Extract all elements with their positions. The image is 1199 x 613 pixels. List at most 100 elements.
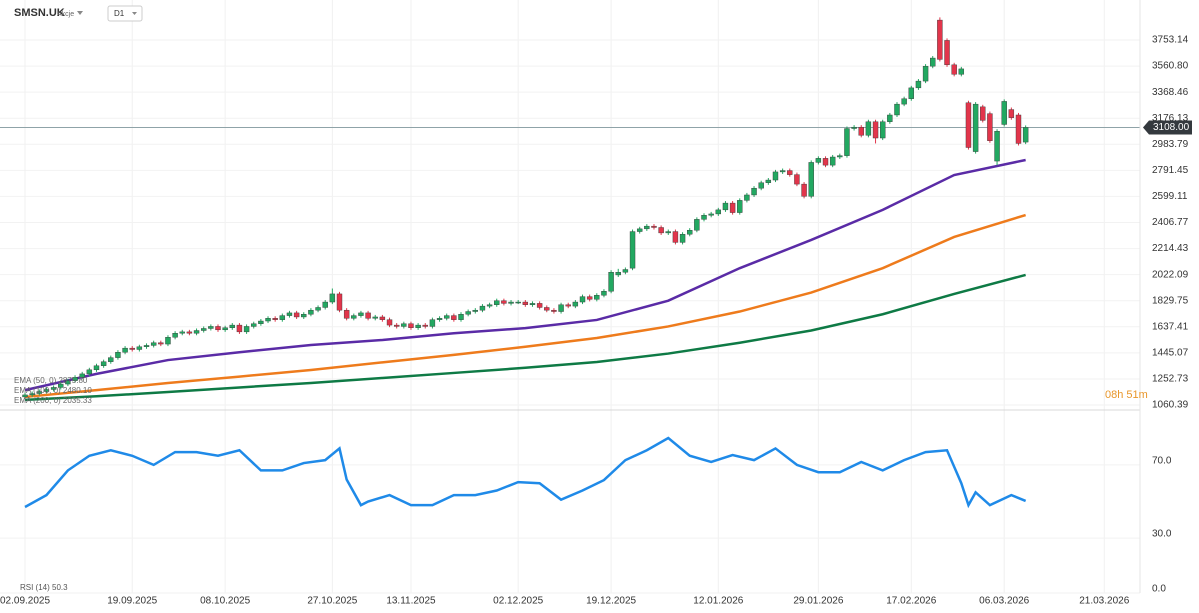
candle-body [286, 312, 293, 316]
candle-body [858, 126, 864, 136]
candle-body [572, 301, 579, 307]
candle-body [536, 303, 543, 308]
candle-body [372, 316, 378, 319]
candle-body [815, 158, 822, 163]
candle-body [565, 304, 571, 307]
y-tick-label: 3560.80 [1152, 61, 1189, 72]
candle-body [279, 315, 286, 320]
candle-body [737, 200, 743, 213]
candle-body [601, 290, 607, 296]
candle-body [765, 179, 772, 183]
candle-body [501, 300, 507, 304]
candle-body [972, 103, 979, 152]
candle-body [251, 323, 257, 327]
candle-body [365, 312, 371, 319]
marks [22, 17, 1029, 509]
candle-body [215, 326, 221, 331]
candle-body [22, 394, 28, 398]
candle-body [36, 391, 43, 394]
candle-body [472, 309, 478, 312]
x-tick-label: 19.12.2025 [586, 596, 636, 607]
candle-body [558, 304, 564, 312]
candle-body [193, 330, 200, 334]
y-tick-label: 1445.07 [1152, 348, 1189, 359]
candle-body [186, 331, 193, 334]
candle-body [265, 318, 271, 322]
candle-body [829, 156, 836, 166]
candle-body [994, 131, 1000, 162]
candle-body [486, 304, 493, 307]
candle-body [930, 57, 936, 67]
candle-body [136, 346, 143, 350]
candle-body [779, 170, 786, 173]
candle-body [722, 202, 729, 211]
candle-body [851, 126, 857, 129]
candle-body [508, 301, 514, 304]
candle-body [458, 314, 464, 320]
x-tick-label: 13.11.2025 [386, 596, 436, 607]
candle-body [922, 65, 929, 82]
candle-body [1015, 114, 1022, 144]
timeframe-box[interactable] [107, 5, 143, 22]
candle-body [987, 113, 993, 141]
candle-body [143, 345, 150, 347]
ema-line [24, 213, 1027, 399]
candle-body [594, 295, 600, 300]
candle-body [879, 121, 886, 139]
candle-body [29, 393, 35, 396]
instrument-type: Akcje [57, 11, 74, 18]
candle-body [887, 114, 893, 122]
y-tick-label: 3176.13 [1152, 113, 1189, 124]
candle-body [894, 103, 900, 116]
candle-body [522, 301, 529, 305]
candle-body [336, 293, 343, 311]
candle-body [222, 327, 228, 331]
candle-body [529, 303, 536, 305]
candle-body [351, 315, 357, 319]
candle-body [293, 312, 300, 318]
ema-line [24, 158, 1026, 392]
candle-body [872, 121, 879, 139]
timer: 08h 51m [1105, 389, 1148, 401]
candle-body [479, 305, 486, 311]
candle-body [315, 307, 321, 311]
rsi-legend: RSI (14) 50.3 [20, 583, 68, 592]
candle-body [115, 351, 121, 358]
candle-body [386, 319, 393, 326]
candle-body [208, 326, 214, 329]
candle-body [108, 357, 114, 362]
candle-body [172, 333, 178, 338]
y-tick-label: 1637.41 [1152, 321, 1189, 332]
x-tick-label: 27.10.2025 [307, 596, 357, 607]
candle-body [915, 80, 922, 89]
dropdown-arrow[interactable] [77, 11, 83, 15]
y-tick-label: 2022.09 [1152, 269, 1189, 280]
symbol: SMSN.UK [14, 7, 65, 19]
candle-body [379, 316, 386, 320]
rsi-line [24, 436, 1027, 509]
candle-body [494, 300, 500, 305]
candle-body [844, 128, 850, 156]
candle-body [544, 307, 550, 311]
y-tick-label: 3753.14 [1152, 35, 1189, 46]
y-tick-label: 2983.79 [1152, 139, 1189, 150]
candle-body [729, 202, 736, 213]
y-tick-label: 2599.11 [1152, 191, 1188, 202]
ema-line [24, 273, 1026, 402]
candle-body [608, 272, 614, 292]
candle-body [100, 361, 107, 366]
x-tick-label: 29.01.2026 [793, 596, 843, 607]
candle-body [122, 347, 128, 353]
candle-body [751, 187, 757, 196]
y-tick-label: 2214.43 [1152, 243, 1189, 254]
candle-body [708, 213, 714, 216]
candle-body [965, 102, 972, 148]
candle-body [229, 324, 235, 328]
candle-body [644, 225, 650, 230]
candle-body [679, 234, 686, 243]
timeframe[interactable]: D1 [114, 9, 125, 18]
last-price-label: 3108.00 [1153, 122, 1190, 133]
candle-body [150, 342, 157, 346]
candle-body [43, 389, 50, 392]
candle-body [343, 309, 350, 319]
